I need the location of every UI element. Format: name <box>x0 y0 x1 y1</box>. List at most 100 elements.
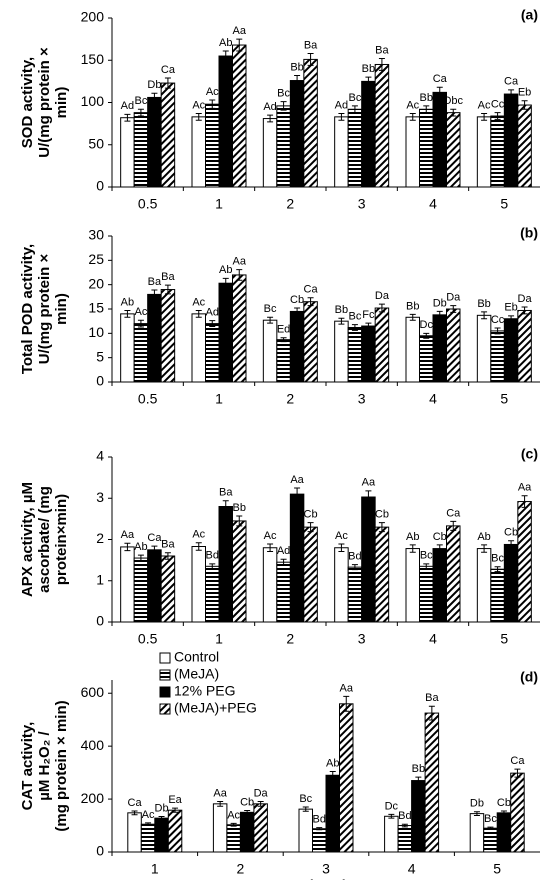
bar <box>218 282 233 383</box>
error-bar <box>423 563 430 570</box>
x-tick-label: 4 <box>408 861 416 877</box>
x-tick-label: 1 <box>215 631 223 647</box>
error-bar <box>423 332 430 339</box>
y-tick-label: 15 <box>88 300 104 316</box>
significance-letter: Bc <box>299 793 312 805</box>
y-tick-label: 5 <box>96 348 104 364</box>
x-tick-label: 5 <box>500 391 508 407</box>
y-axis-label: (mg protein × min) <box>53 700 70 831</box>
significance-letter: Ab <box>219 37 232 49</box>
bar <box>205 565 220 623</box>
significance-letter: Ac <box>134 306 147 318</box>
bar <box>253 803 268 853</box>
significance-letter: Aa <box>362 477 376 489</box>
error-bar <box>294 487 301 501</box>
significance-letter: Ca <box>504 76 519 88</box>
significance-letter: Ab <box>477 531 490 543</box>
bar <box>303 58 318 188</box>
significance-letter: Aa <box>233 25 247 37</box>
error-bar <box>365 490 372 504</box>
error-bar <box>131 810 138 816</box>
error-bar <box>164 284 171 295</box>
bar <box>411 780 426 853</box>
bar <box>205 103 220 188</box>
significance-letter: Ba <box>425 692 439 704</box>
x-tick-label: 0.5 <box>138 391 158 407</box>
significance-letter: Dbc <box>443 95 463 107</box>
error-bar <box>409 112 416 121</box>
significance-letter: Bc <box>348 310 361 322</box>
significance-letter: Bb <box>420 92 433 104</box>
bar <box>232 520 247 623</box>
significance-letter: Eb <box>504 302 517 314</box>
significance-letter: Ca <box>510 755 525 767</box>
error-bar <box>164 77 171 89</box>
error-bar <box>222 50 229 62</box>
bar <box>303 526 318 623</box>
bar <box>218 55 233 188</box>
significance-letter: Cb <box>497 797 511 809</box>
bar <box>276 105 291 188</box>
y-tick-label: 0 <box>96 373 104 389</box>
error-bar <box>151 545 158 555</box>
significance-letter: Aa <box>290 474 304 486</box>
significance-letter: Db <box>147 79 161 91</box>
bar <box>289 493 305 623</box>
significance-letter: Cb <box>304 508 318 520</box>
error-bar <box>236 269 243 281</box>
bar <box>160 289 176 383</box>
significance-letter: Bd <box>348 551 361 563</box>
error-bar <box>521 495 528 508</box>
bar <box>339 703 354 853</box>
error-bar <box>338 112 345 121</box>
error-bar <box>473 811 480 816</box>
error-bar <box>378 522 385 533</box>
bar <box>490 115 505 188</box>
significance-letter: Bc <box>264 303 277 315</box>
y-tick-label: 2 <box>96 530 104 546</box>
x-tick-label: 2 <box>286 196 294 212</box>
significance-letter: Ba <box>304 39 318 51</box>
panel-label: (c) <box>521 446 538 462</box>
panel-label: (d) <box>520 669 538 685</box>
bar <box>226 824 241 853</box>
bar <box>424 712 440 853</box>
error-bar <box>195 542 202 551</box>
significance-letter: Aa <box>518 482 532 494</box>
x-tick-label: 1 <box>151 861 159 877</box>
error-bar <box>124 309 131 318</box>
error-bar <box>280 101 287 111</box>
error-bar <box>423 105 430 114</box>
bar <box>133 112 149 188</box>
error-bar <box>137 319 144 328</box>
y-axis-label: Total POD activity, <box>19 244 36 374</box>
error-bar <box>388 813 395 819</box>
error-bar <box>514 768 521 778</box>
significance-letter: Bd <box>313 814 326 826</box>
bar <box>140 823 156 853</box>
bar <box>405 316 420 383</box>
y-tick-label: 400 <box>81 737 105 753</box>
bar <box>419 108 434 188</box>
significance-letter: Aa <box>213 787 227 799</box>
bar <box>446 112 461 188</box>
significance-letter: Dc <box>420 319 434 331</box>
significance-letter: Ac <box>206 86 219 98</box>
error-bar <box>124 113 131 122</box>
significance-letter: Ba <box>161 271 175 283</box>
error-bar <box>209 320 216 328</box>
error-bar <box>294 74 301 87</box>
significance-letter: Bc <box>348 92 361 104</box>
x-axis-label: Time, h <box>302 877 351 880</box>
bar <box>127 812 142 853</box>
x-tick-label: 4 <box>429 631 437 647</box>
bar <box>503 93 519 188</box>
significance-letter: Bc <box>134 95 147 107</box>
legend-swatch <box>159 652 171 664</box>
bar <box>334 320 349 383</box>
error-bar <box>409 544 416 553</box>
significance-letter: Ad <box>206 307 219 319</box>
legend-swatch <box>159 669 171 681</box>
error-bar <box>428 705 435 721</box>
significance-letter: Db <box>433 297 447 309</box>
